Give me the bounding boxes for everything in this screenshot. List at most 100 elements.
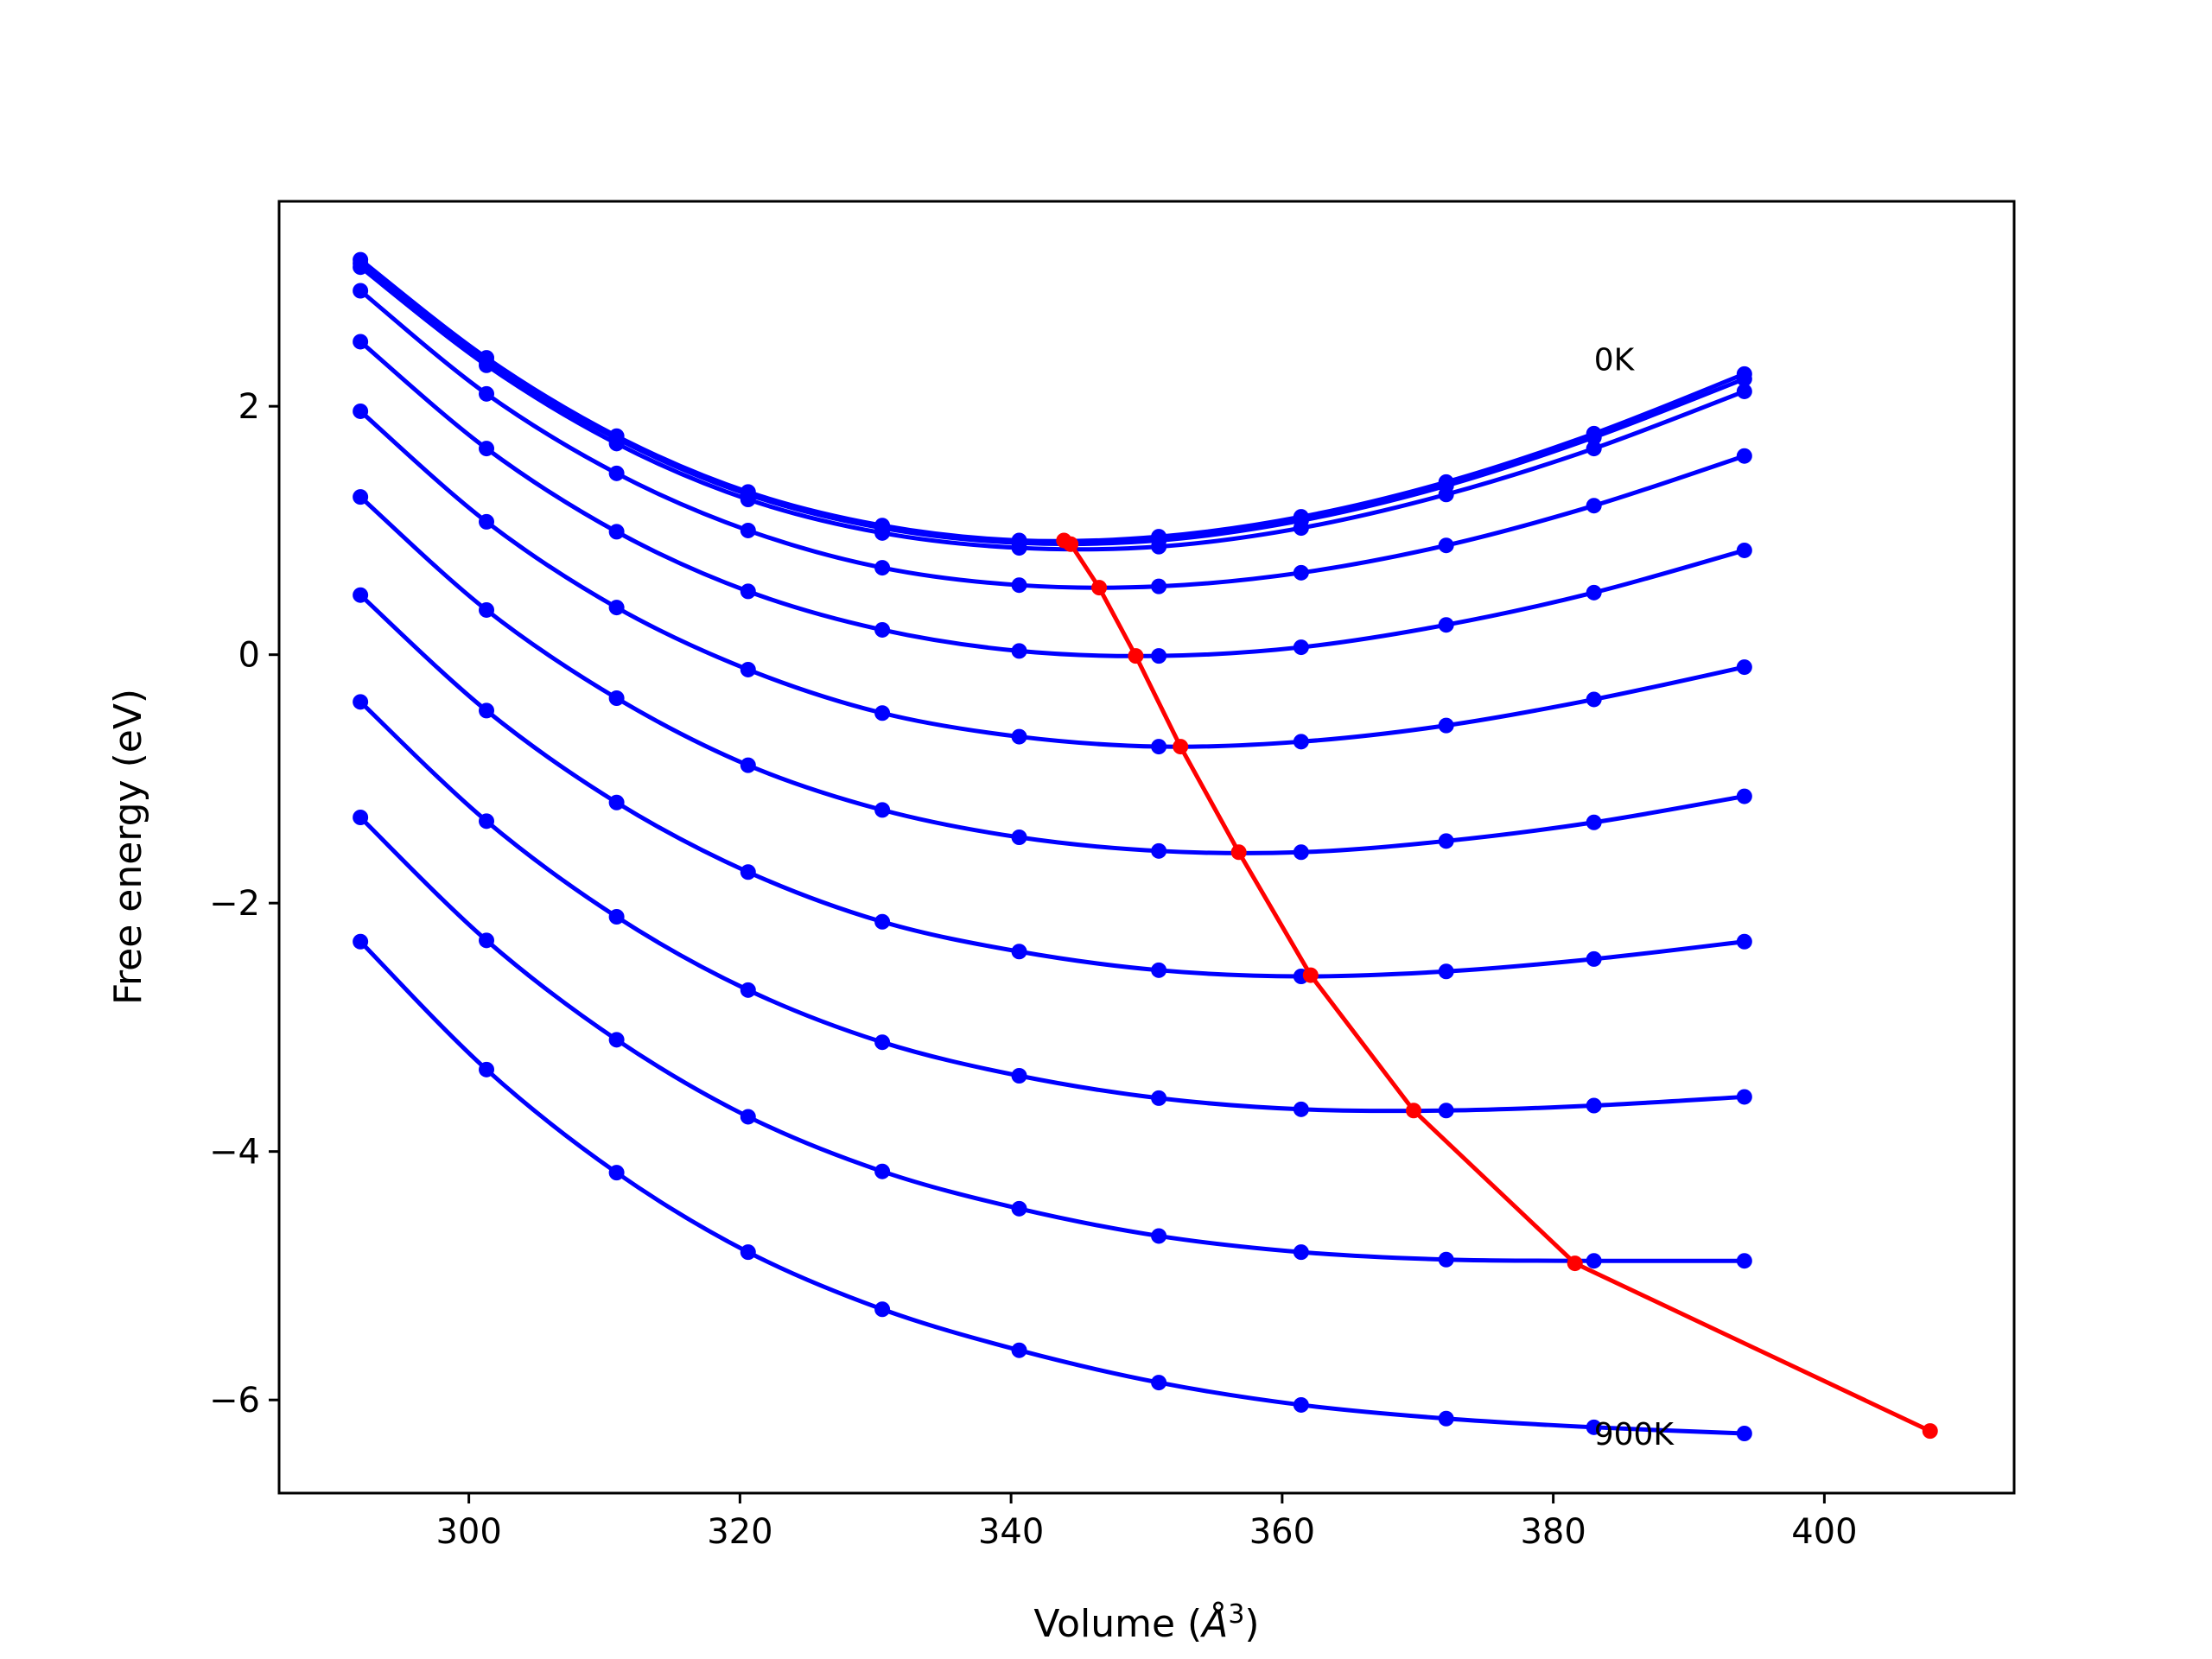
data-point — [874, 913, 891, 930]
annotations: 0K 900K — [1594, 343, 1675, 1452]
data-point — [1011, 944, 1027, 960]
data-point — [874, 1034, 891, 1051]
data-point — [479, 441, 495, 457]
minimum-point — [1302, 967, 1319, 983]
data-point — [1586, 441, 1602, 457]
data-point — [1011, 728, 1027, 745]
data-point — [479, 357, 495, 373]
data-point — [479, 601, 495, 618]
x-tick-label: 400 — [1791, 1512, 1857, 1552]
x-tick-label: 300 — [435, 1512, 501, 1552]
data-point — [1151, 1375, 1167, 1391]
data-point — [740, 661, 756, 677]
y-tick-label: 0 — [238, 636, 260, 676]
data-point — [1151, 962, 1167, 978]
data-point — [353, 489, 369, 505]
data-point — [1736, 371, 1752, 387]
x-axis-label-close: ) — [1244, 1602, 1259, 1646]
data-point — [479, 513, 495, 530]
data-point — [874, 705, 891, 721]
data-point — [1736, 1089, 1752, 1105]
data-point — [1586, 429, 1602, 446]
data-point — [1438, 537, 1454, 554]
x-axis-label: Volume (Å3) — [1033, 1599, 1259, 1646]
data-point — [1293, 564, 1309, 581]
data-point — [1293, 1101, 1309, 1117]
data-point — [1736, 383, 1752, 399]
data-point — [740, 492, 756, 507]
series-9 — [353, 810, 1752, 1269]
series-6 — [353, 489, 1752, 861]
x-tick-label: 340 — [978, 1512, 1044, 1552]
data-point — [1586, 584, 1602, 601]
data-point — [608, 909, 625, 925]
minimum-point — [1063, 536, 1079, 552]
data-point — [740, 864, 756, 880]
data-point — [1586, 1097, 1602, 1114]
data-point — [740, 583, 756, 600]
data-point — [608, 600, 625, 616]
y-axis-label: Free energy (eV) — [106, 689, 150, 1005]
data-point — [740, 757, 756, 773]
series-8 — [353, 694, 1752, 1119]
data-point — [1293, 520, 1309, 537]
x-axis-label-unit: Å — [1199, 1600, 1228, 1646]
data-point — [608, 435, 625, 452]
data-point — [1586, 814, 1602, 830]
data-point — [1438, 486, 1454, 503]
data-point — [1293, 844, 1309, 861]
data-point — [740, 522, 756, 538]
data-point — [1586, 950, 1602, 967]
data-point — [479, 932, 495, 949]
x-axis-label-text: Volume ( — [1033, 1602, 1202, 1646]
data-point — [874, 621, 891, 638]
data-point — [479, 813, 495, 830]
data-point — [1438, 1103, 1454, 1119]
data-point — [1151, 739, 1167, 755]
plot-area — [353, 251, 1938, 1441]
minima-series — [1056, 532, 1938, 1440]
data-point — [1586, 498, 1602, 514]
data-point — [1293, 734, 1309, 750]
data-point — [353, 403, 369, 419]
data-point — [353, 587, 369, 603]
data-point — [1011, 643, 1027, 659]
minimum-point — [1091, 580, 1108, 596]
data-point — [1151, 1090, 1167, 1106]
data-point — [1736, 788, 1752, 804]
minimum-point — [1230, 844, 1247, 861]
data-point — [608, 690, 625, 706]
data-point — [1586, 691, 1602, 708]
data-point — [1736, 542, 1752, 558]
data-point — [1011, 1342, 1027, 1358]
data-point — [874, 1301, 891, 1318]
data-point — [608, 794, 625, 810]
x-tick-label: 320 — [707, 1512, 772, 1552]
data-point — [740, 982, 756, 998]
data-point — [353, 259, 369, 276]
data-point — [479, 385, 495, 402]
x-axis-ticks: 300 320 340 360 380 400 — [435, 1493, 1858, 1552]
x-axis-label-exponent: 3 — [1228, 1599, 1244, 1630]
data-point — [1438, 833, 1454, 849]
series-5 — [353, 403, 1752, 755]
data-point — [740, 1244, 756, 1261]
data-point — [1736, 1426, 1752, 1441]
data-point — [1293, 639, 1309, 656]
data-point — [608, 524, 625, 540]
data-point — [353, 283, 369, 299]
data-point — [479, 1061, 495, 1077]
minimum-point — [1173, 739, 1189, 755]
y-axis-ticks: −6 −4 −2 0 2 — [209, 387, 279, 1421]
data-point — [1438, 717, 1454, 734]
data-point — [1151, 1228, 1167, 1244]
series-3 — [353, 283, 1752, 594]
data-point — [1736, 659, 1752, 676]
data-point — [874, 1163, 891, 1179]
data-point — [1586, 1253, 1602, 1269]
data-point — [1011, 1200, 1027, 1217]
data-point — [1011, 1068, 1027, 1084]
data-point — [1736, 933, 1752, 950]
